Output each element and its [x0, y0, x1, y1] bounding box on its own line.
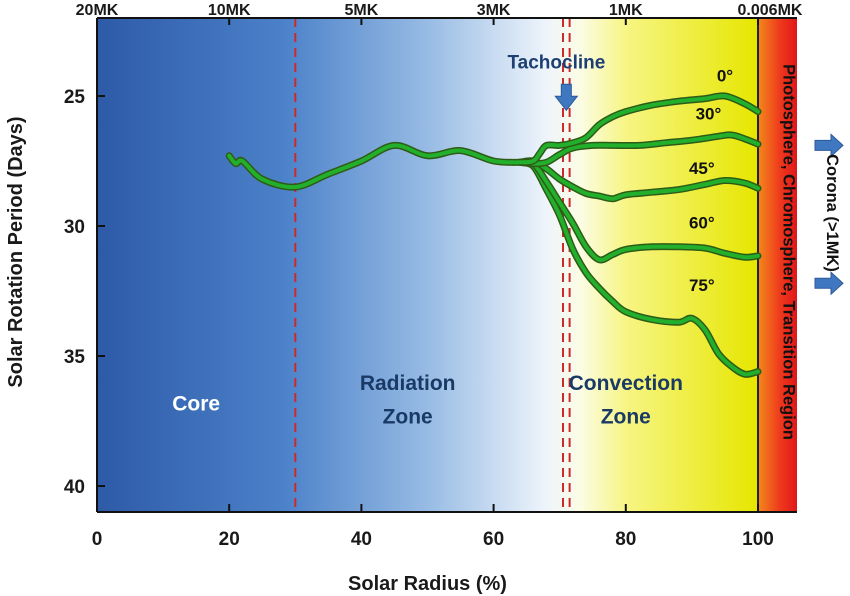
series-line-3 [518, 159, 760, 263]
x-tick-label-4: 80 [615, 529, 636, 550]
top-tick-label-1: 10MK [208, 2, 251, 19]
axes: 0 20 40 60 80 100 25 30 35 40 20MK 10MK 5MK 3MK 1MK 0.0… [64, 2, 803, 550]
top-tick-label-2: 5MK [345, 2, 379, 19]
zone-label-radiation: Radiation [360, 372, 456, 395]
series-label-3: 60° [689, 214, 715, 233]
tachocline-label: Tachocline [507, 53, 605, 74]
top-tick-label-5: 0.006MK [738, 2, 803, 19]
rotation-curves: 0° 30° 45° 60° 75° [225, 67, 762, 378]
corona-arrow-icon [814, 271, 844, 296]
surface-layers-label: Photosphere, Chromosphere, Transition Re… [780, 64, 798, 440]
series-line-4 [518, 160, 760, 377]
series-label-4: 75° [689, 276, 715, 295]
x-tick-label-5: 100 [742, 529, 774, 550]
series-line-2 [518, 158, 760, 201]
series-label-2: 45° [689, 159, 715, 178]
y-tick-label-2: 35 [64, 347, 86, 368]
zone-label-convection: Convection [569, 372, 683, 395]
y-axis-title: Solar Rotation Period (Days) [5, 116, 27, 387]
zone-label-radiation-2: Zone [383, 406, 433, 429]
y-tick-label-0: 25 [64, 87, 86, 108]
y-tick-label-1: 30 [64, 217, 85, 238]
zone-background [97, 18, 797, 512]
series-line-0 [227, 93, 760, 190]
x-tick-label-1: 20 [219, 529, 240, 550]
surface-band [758, 18, 797, 512]
zone-label-convection-2: Zone [601, 406, 651, 429]
top-tick-label-3: 3MK [477, 2, 511, 19]
x-tick-label-2: 40 [351, 529, 372, 550]
series-line-1 [518, 132, 760, 166]
corona-annotation: Corona (>1MK) [814, 133, 844, 296]
x-tick-label-3: 60 [483, 529, 504, 550]
corona-arrow-icon [814, 133, 844, 158]
interior-band [97, 18, 758, 512]
tachocline-arrow-icon [554, 83, 579, 112]
x-tick-label-0: 0 [92, 529, 103, 550]
x-axis-title: Solar Radius (%) [348, 573, 507, 595]
zone-labels: Core Radiation Zone Convection Zone [172, 372, 683, 429]
tachocline-annotation: Tachocline [507, 53, 605, 112]
series-label-0: 0° [717, 67, 733, 86]
y-tick-label-3: 40 [64, 477, 85, 498]
top-tick-label-4: 1MK [609, 2, 643, 19]
zone-label-core: Core [172, 393, 220, 416]
series-label-1: 30° [696, 104, 722, 123]
corona-label: Corona (>1MK) [823, 154, 841, 272]
top-tick-label-0: 20MK [76, 2, 119, 19]
